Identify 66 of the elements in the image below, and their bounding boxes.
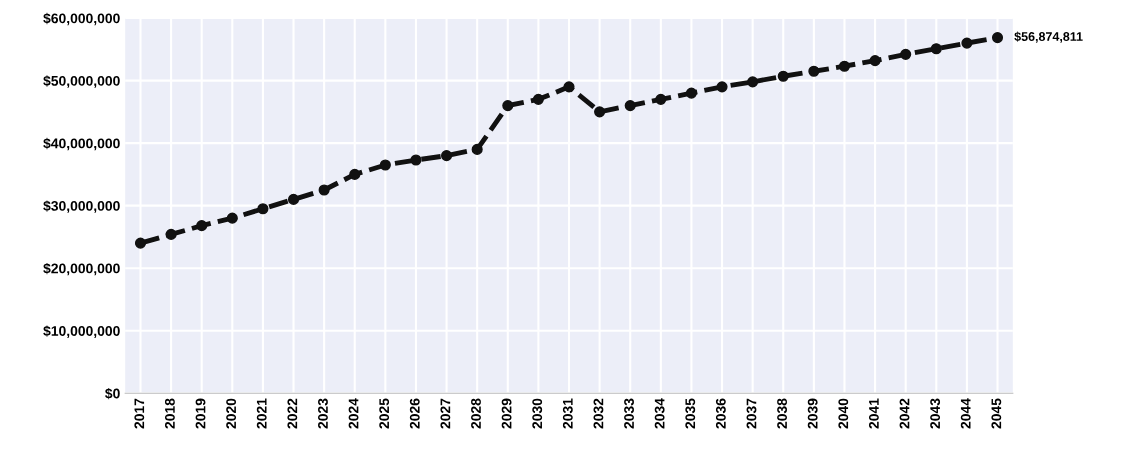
point bbox=[471, 143, 483, 155]
x-tick-label: 2030 bbox=[532, 398, 543, 429]
x-tick-label: 2043 bbox=[930, 398, 941, 429]
x-tick-label: 2042 bbox=[899, 398, 910, 429]
point bbox=[777, 70, 789, 82]
point bbox=[930, 43, 942, 55]
point bbox=[808, 65, 820, 77]
point bbox=[134, 237, 147, 249]
x-tick-label: 2019 bbox=[195, 398, 206, 429]
y-tick-label: $10,000,000 bbox=[43, 325, 120, 338]
x-tick-label: 2028 bbox=[471, 398, 481, 429]
x-tick-label: 2036 bbox=[715, 398, 726, 429]
x-tick-label: 2033 bbox=[624, 398, 634, 429]
x-tick-label: 2045 bbox=[991, 398, 1002, 429]
point bbox=[594, 106, 606, 118]
x-tick-label: 2021 bbox=[256, 398, 267, 429]
point bbox=[900, 48, 912, 60]
y-tick-label: $30,000,000 bbox=[43, 200, 120, 213]
x-tick-label: 2023 bbox=[318, 398, 328, 429]
y-tick-label: $60,000,000 bbox=[43, 12, 120, 26]
point bbox=[379, 159, 391, 171]
point bbox=[838, 60, 851, 72]
point bbox=[349, 168, 361, 180]
x-tick-label: 2027 bbox=[440, 398, 451, 429]
y-tick-label: $0 bbox=[105, 387, 120, 400]
x-tick-label: 2024 bbox=[348, 398, 359, 429]
point bbox=[563, 81, 575, 93]
point bbox=[991, 32, 1004, 44]
x-tick-label: 2040 bbox=[838, 398, 849, 429]
x-tick-label: 2017 bbox=[134, 398, 145, 429]
point bbox=[226, 212, 238, 224]
x-tick-label: 2025 bbox=[379, 398, 390, 429]
point bbox=[869, 55, 881, 67]
x-tick-label: 2034 bbox=[654, 398, 665, 429]
y-tick-label: $40,000,000 bbox=[43, 137, 120, 151]
point bbox=[287, 193, 300, 205]
x-tick-label: 2035 bbox=[685, 398, 696, 429]
point bbox=[410, 154, 422, 166]
point bbox=[624, 100, 636, 112]
x-tick-label: 2044 bbox=[960, 398, 971, 429]
x-tick-label: 2031 bbox=[562, 398, 573, 429]
point bbox=[716, 81, 728, 93]
point bbox=[318, 184, 330, 196]
point bbox=[655, 93, 667, 105]
point bbox=[165, 228, 177, 240]
point bbox=[257, 203, 269, 215]
x-tick-label: 2020 bbox=[226, 398, 237, 429]
data-label: $56,874,811 bbox=[1014, 31, 1083, 43]
point bbox=[532, 93, 544, 105]
x-tick-label: 2032 bbox=[593, 398, 604, 429]
x-tick-label: 2039 bbox=[807, 398, 818, 429]
x-tick-label: 2029 bbox=[501, 398, 512, 429]
x-tick-label: 2022 bbox=[287, 398, 298, 429]
x-tick-label: 2038 bbox=[777, 398, 788, 429]
point bbox=[502, 100, 514, 112]
x-tick-label: 2026 bbox=[409, 398, 420, 429]
point bbox=[196, 220, 208, 232]
x-tick-label: 2041 bbox=[868, 398, 879, 429]
y-tick-label: $50,000,000 bbox=[43, 75, 120, 88]
point bbox=[685, 87, 697, 99]
x-tick-label: 2037 bbox=[746, 398, 757, 429]
point bbox=[441, 150, 453, 162]
point bbox=[747, 76, 759, 88]
point bbox=[961, 37, 973, 49]
x-tick-label: 2018 bbox=[164, 398, 175, 429]
y-tick-label: $20,000,000 bbox=[43, 262, 120, 276]
